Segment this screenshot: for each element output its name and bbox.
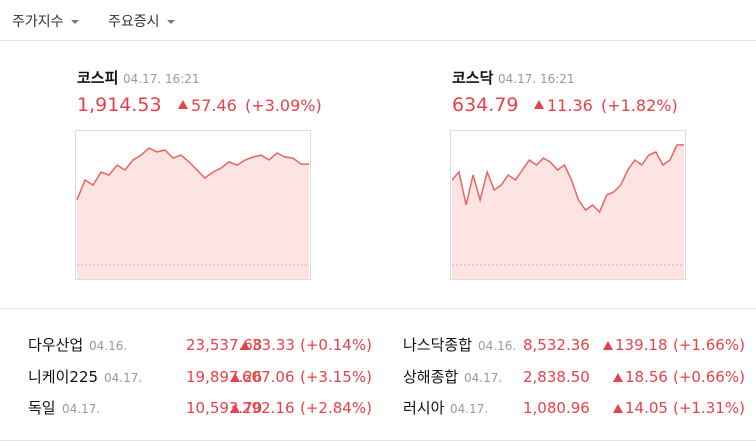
market-date: 04.17.: [62, 402, 101, 416]
index-change: 11.36: [547, 96, 593, 115]
line: [76, 147, 310, 201]
up-arrow: [230, 404, 240, 413]
dropdown-caret: [71, 20, 79, 24]
market-percent: (+2.84%): [300, 399, 372, 417]
chart-frame: [450, 130, 686, 280]
index-date: 04.17. 16:21: [498, 72, 575, 86]
market-change: 33.33: [252, 336, 295, 354]
index-change: 57.46: [191, 96, 237, 115]
index-value: 634.79: [452, 94, 519, 116]
area: [77, 148, 309, 279]
market-name[interactable]: 러시아: [403, 399, 445, 417]
chart-frame: [75, 130, 311, 280]
market-value: 23,537.68: [186, 336, 263, 354]
market-value: 8,532.36: [523, 336, 590, 354]
market-date: 04.16.: [89, 339, 128, 353]
divider: [0, 440, 756, 441]
market-value: 2,838.50: [523, 368, 590, 386]
up-arrow: [240, 341, 250, 350]
up-arrow: [603, 341, 613, 350]
market-name[interactable]: 상해종합: [403, 368, 459, 386]
divider: [0, 308, 756, 309]
line: [451, 144, 685, 214]
market-name[interactable]: 나스닥종합: [403, 336, 473, 354]
up-arrow: [613, 373, 623, 382]
tab[interactable]: 주가지수: [12, 14, 64, 30]
market-percent: (+3.15%): [300, 368, 372, 386]
market-change: 18.56: [625, 368, 668, 386]
market-percent: (+0.14%): [300, 336, 372, 354]
market-date: 04.17.: [464, 371, 503, 385]
divider: [0, 40, 756, 41]
up-arrow: [178, 100, 188, 109]
market-value: 10,593.70: [186, 399, 263, 417]
index-percent: (+3.09%): [245, 96, 322, 115]
up-arrow: [230, 373, 240, 382]
market-percent: (+0.66%): [673, 368, 745, 386]
index-date: 04.17. 16:21: [123, 72, 200, 86]
index-value: 1,914.53: [77, 94, 162, 116]
index-name: 코스피: [77, 69, 119, 87]
market-change: 607.06: [242, 368, 295, 386]
tab[interactable]: 주요증시: [108, 14, 160, 30]
index-name: 코스닥: [452, 69, 494, 87]
up-arrow: [613, 404, 623, 413]
up-arrow: [534, 100, 544, 109]
market-date: 04.17.: [104, 371, 143, 385]
market-change: 14.05: [625, 399, 668, 417]
market-value: 19,897.26: [186, 368, 263, 386]
market-change: 139.18: [615, 336, 668, 354]
dropdown-caret: [167, 20, 175, 24]
market-percent: (+1.31%): [673, 399, 745, 417]
area: [452, 144, 684, 279]
market-value: 1,080.96: [523, 399, 590, 417]
market-percent: (+1.66%): [673, 336, 745, 354]
market-name[interactable]: 니케이225: [28, 368, 99, 386]
market-change: 292.16: [242, 399, 295, 417]
market-date: 04.16.: [478, 339, 517, 353]
market-date: 04.17.: [450, 402, 489, 416]
index-percent: (+1.82%): [601, 96, 678, 115]
market-name[interactable]: 다우산업: [28, 336, 84, 354]
market-name[interactable]: 독일: [28, 399, 56, 417]
